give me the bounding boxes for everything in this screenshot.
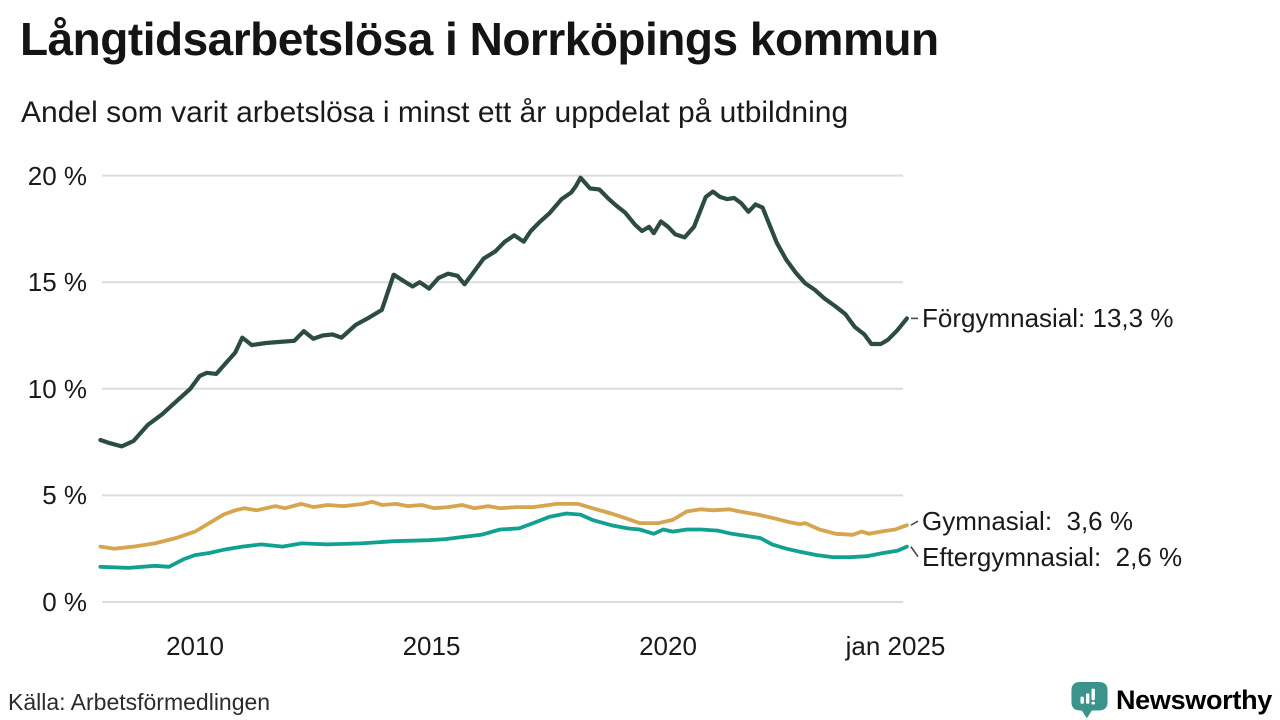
- y-axis-label: 10 %: [27, 373, 87, 404]
- series-end-label-forgymnasial: Förgymnasial: 13,3 %: [922, 303, 1174, 334]
- y-axis-label: 5 %: [42, 480, 87, 511]
- series-line-gymnasial: [98, 499, 909, 551]
- series-end-label-gymnasial: Gymnasial: 3,6 %: [922, 506, 1133, 537]
- x-axis-label: 2015: [402, 631, 461, 661]
- bar-icon: [1085, 693, 1090, 704]
- exclamation-dot-icon: [1091, 701, 1095, 705]
- label-connector: [910, 520, 919, 526]
- label-connector: [910, 546, 919, 558]
- y-axis-label: 20 %: [27, 160, 87, 191]
- series-line-forgymnasial: [98, 175, 909, 449]
- bar-icon: [1080, 696, 1084, 704]
- x-axis-label: 2020: [639, 631, 697, 661]
- series-end-label-eftergymnasial: Eftergymnasial: 2,6 %: [922, 541, 1183, 572]
- exclamation-icon: [1091, 688, 1095, 701]
- series-line-eftergymnasial: [98, 511, 909, 570]
- y-axis-label: 15 %: [27, 267, 87, 298]
- y-axis-label: 0 %: [42, 587, 87, 617]
- newsworthy-logo-text: Newsworthy: [1115, 684, 1272, 715]
- page-title: Långtidsarbetslösa i Norrköpings kommun: [20, 13, 939, 65]
- x-axis-label: 2010: [166, 631, 224, 661]
- newsworthy-chart-bubble-icon: [1071, 681, 1108, 719]
- newsworthy-logo: Newsworthy: [1070, 681, 1272, 719]
- page-subtitle: Andel som varit arbetslösa i minst ett å…: [21, 96, 849, 129]
- x-axis-label: jan 2025: [845, 631, 946, 661]
- source-text: Källa: Arbetsförmedlingen: [8, 689, 271, 715]
